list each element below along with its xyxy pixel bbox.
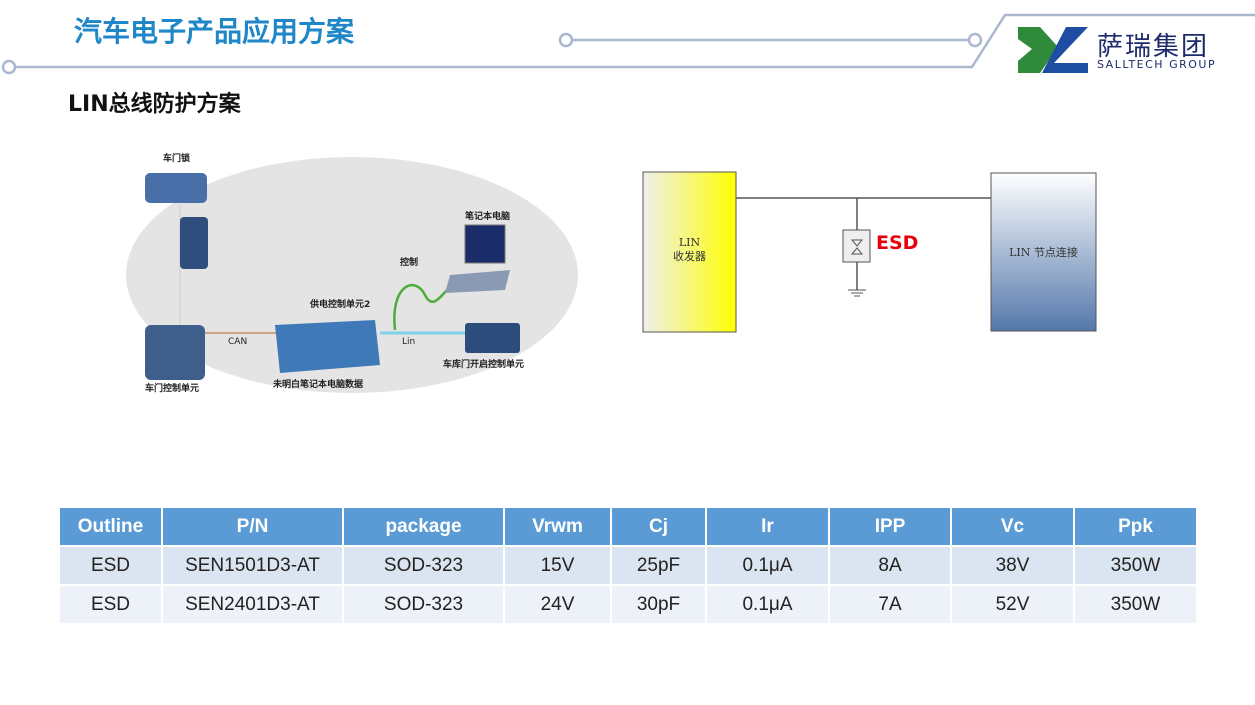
laptop-image (464, 224, 506, 264)
cell: 350W (1075, 586, 1198, 625)
power-control-unit-image (275, 320, 380, 373)
cell: ESD (60, 586, 163, 625)
label-laptop: 笔记本电脑 (465, 212, 511, 222)
label-control: 控制 (400, 258, 419, 268)
col-ir: Ir (707, 508, 830, 547)
esd-label: ESD (876, 232, 919, 254)
cell: 7A (830, 586, 952, 625)
door-control-unit-image (145, 325, 205, 380)
col-pn: P/N (163, 508, 344, 547)
cell: 8A (830, 547, 952, 586)
page-title: 汽车电子产品应用方案 (74, 15, 355, 48)
col-outline: Outline (60, 508, 163, 547)
cell: SEN2401D3-AT (163, 586, 344, 625)
lin-network-diagram: 车门锁 笔记本电脑 控制 供电控制单元2 CAN Lin 车门控制单元 未明白笔… (125, 145, 580, 395)
col-ipp: IPP (830, 508, 952, 547)
label-door-lock: 车门锁 (163, 154, 191, 164)
cell: 52V (952, 586, 1075, 625)
cell: 24V (505, 586, 612, 625)
label-power-unit: 供电控制单元2 (310, 300, 371, 310)
header-decoration (1, 13, 1255, 75)
cell: SEN1501D3-AT (163, 547, 344, 586)
col-vrwm: Vrwm (505, 508, 612, 547)
salltech-logo-icon (1018, 27, 1088, 73)
logo-subtext: SALLTECH GROUP (1097, 58, 1217, 71)
label-can: CAN (228, 337, 248, 347)
label-door-unit: 车门控制单元 (145, 384, 200, 394)
node-label: LIN 节点连接 (1009, 246, 1078, 259)
label-garage-unit: 车库门开启控制单元 (443, 360, 525, 370)
transceiver-label-1: LIN (678, 236, 701, 249)
col-cj: Cj (612, 508, 707, 547)
col-ppk: Ppk (1075, 508, 1198, 547)
cell: 38V (952, 547, 1075, 586)
table-row: ESD SEN2401D3-AT SOD-323 24V 30pF 0.1μA … (60, 586, 1198, 625)
door-lock-image (145, 173, 207, 203)
cell: 0.1μA (707, 586, 830, 625)
cell: SOD-323 (344, 586, 505, 625)
cell: SOD-323 (344, 547, 505, 586)
col-vc: Vc (952, 508, 1075, 547)
cell: 30pF (612, 586, 707, 625)
table-row: ESD SEN1501D3-AT SOD-323 15V 25pF 0.1μA … (60, 547, 1198, 586)
cell: 15V (505, 547, 612, 586)
section-title: LIN总线防护方案 (68, 92, 241, 117)
cell: ESD (60, 547, 163, 586)
garage-unit-image (465, 323, 520, 353)
label-notebook-data: 未明白笔记本电脑数据 (273, 380, 364, 390)
esd-product-table: Outline P/N package Vrwm Cj Ir IPP Vc Pp… (60, 508, 1198, 625)
cell: 25pF (612, 547, 707, 586)
col-package: package (344, 508, 505, 547)
cell: 0.1μA (707, 547, 830, 586)
esd-circuit-diagram: LIN 收发器 ESD LIN 节点连接 (640, 170, 1100, 335)
cell: 350W (1075, 547, 1198, 586)
transceiver-label-2: 收发器 (673, 250, 706, 263)
logo-text: 萨瑞集团 (1097, 32, 1210, 62)
table-header: Outline P/N package Vrwm Cj Ir IPP Vc Pp… (60, 508, 1198, 547)
label-lin: Lin (402, 337, 416, 347)
